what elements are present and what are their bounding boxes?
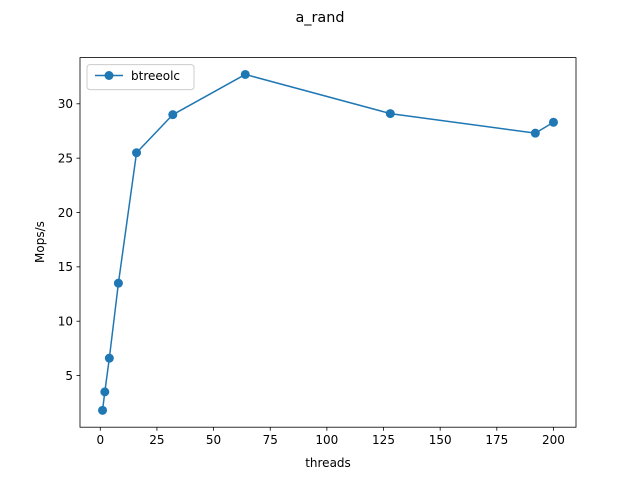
- legend-frame: [86, 64, 195, 91]
- legend-marker-swatch: [104, 71, 114, 80]
- data-point: [385, 109, 395, 119]
- x-tick-label: 150: [429, 433, 452, 447]
- series-line-btreeolc: [101, 73, 555, 412]
- data-point: [98, 405, 108, 415]
- plot-area: [80, 57, 576, 428]
- y-axis-ticks: 5 10 15 20 25 30: [58, 97, 80, 383]
- y-tick-label: 30: [58, 97, 73, 111]
- data-point: [168, 110, 178, 120]
- x-tick-label: 75: [263, 433, 278, 447]
- x-tick-label: 200: [542, 433, 565, 447]
- data-point: [530, 128, 540, 138]
- x-tick-label: 175: [485, 433, 508, 447]
- x-tick-label: 50: [206, 433, 221, 447]
- y-tick-label: 5: [65, 369, 73, 383]
- x-tick-label: 100: [315, 433, 338, 447]
- data-point: [548, 117, 558, 127]
- y-tick-label: 25: [58, 151, 73, 165]
- y-tick-label: 20: [58, 206, 73, 220]
- series-layer: [98, 69, 558, 415]
- y-axis-label: Mops/s: [33, 221, 47, 263]
- x-tick-label: 25: [149, 433, 164, 447]
- plot-frame: [79, 57, 577, 428]
- chart-title: a_rand: [295, 10, 344, 26]
- legend: btreeolc: [86, 64, 195, 91]
- data-point: [100, 387, 110, 397]
- x-axis-label: threads: [305, 456, 351, 470]
- data-point: [113, 278, 123, 288]
- data-point: [104, 353, 114, 363]
- x-tick-label: 0: [96, 433, 104, 447]
- x-tick-label: 125: [372, 433, 395, 447]
- y-tick-label: 15: [58, 260, 73, 274]
- y-tick-label: 10: [58, 315, 73, 329]
- data-point: [132, 148, 142, 158]
- x-axis-ticks: 0 25 50 75 100 125 150 175 200: [96, 427, 565, 447]
- data-point: [240, 69, 250, 79]
- legend-entry-label: btreeolc: [131, 69, 180, 83]
